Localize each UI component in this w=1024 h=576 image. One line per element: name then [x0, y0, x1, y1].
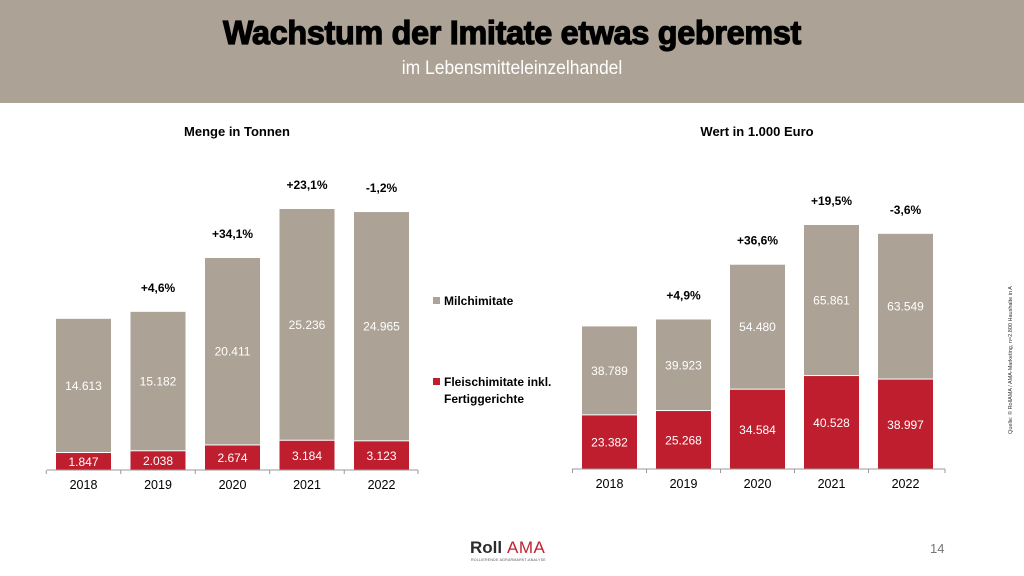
x-tick-label-2022: 2022 — [892, 477, 920, 491]
data-label-fleischimitate-2019: 25.268 — [665, 434, 702, 448]
bar-milchimitate-2018 — [56, 318, 111, 453]
data-label-milchimitate-2021: 65.861 — [813, 294, 850, 308]
logo-ama-text: AMA — [507, 538, 546, 557]
bar-fleischimitate-2020 — [730, 389, 785, 469]
data-label-fleischimitate-2021: 40.528 — [813, 416, 850, 430]
data-label-milchimitate-2019: 39.923 — [665, 358, 702, 372]
x-tick-label-2021: 2021 — [818, 477, 846, 491]
x-tick-label-2019: 2019 — [670, 477, 698, 491]
x-tick-label-2019: 2019 — [144, 478, 172, 492]
data-label-fleischimitate-2020: 34.584 — [739, 423, 776, 437]
data-label-milchimitate-2020: 20.411 — [215, 345, 251, 359]
bar-milchimitate-2020 — [730, 264, 785, 389]
growth-label-2022: -1,2% — [366, 181, 398, 195]
bar-fleischimitate-2021 — [804, 376, 859, 469]
x-tick-label-2020: 2020 — [219, 478, 247, 492]
chart-menge: Menge in Tonnen 14.613 1.847 2018 15.182 2.0… — [45, 124, 419, 492]
bar-milchimitate-2022 — [354, 212, 409, 441]
x-tick-label-2018: 2018 — [70, 478, 98, 492]
x-tick-label-2022: 2022 — [368, 478, 396, 492]
data-label-milchimitate-2020: 54.480 — [739, 320, 776, 334]
x-tick-label-2018: 2018 — [596, 477, 624, 491]
growth-label-2021: +19,5% — [811, 194, 852, 208]
data-label-milchimitate-2018: 14.613 — [65, 379, 102, 393]
growth-label-2019: +4,9% — [666, 288, 701, 302]
bar-milchimitate-2019 — [130, 311, 186, 451]
chart-wert: Wert in 1.000 Euro 38.789 23.382 2018 39.92… — [572, 124, 946, 491]
bar-fleischimitate-2021 — [279, 440, 335, 470]
data-label-milchimitate-2022: 24.965 — [363, 320, 400, 334]
bar-milchimitate-2019 — [656, 319, 711, 411]
x-tick-label-2020: 2020 — [744, 477, 772, 491]
data-label-milchimitate-2021: 25.236 — [289, 318, 326, 332]
bar-fleischimitate-2019 — [656, 411, 711, 469]
page-title: Wachstum der Imitate etwas gebremst — [222, 13, 801, 51]
page-subtitle: im Lebensmitteleinzelhandel — [401, 58, 623, 79]
bar-milchimitate-2018 — [582, 326, 637, 415]
bar-fleischimitate-2020 — [205, 445, 260, 470]
x-tick-label-2021: 2021 — [293, 478, 321, 492]
legend-label-fleisch-line2: Fertiggerichte — [444, 392, 525, 406]
legend-swatch-fleisch — [433, 378, 440, 385]
chart-title-wert: Wert in 1.000 Euro — [700, 124, 813, 139]
logo-tagline: ROLLIERENDE AGRARMARKT-ANALYSE — [471, 558, 546, 562]
rollama-logo: Roll AMA ROLLIERENDE AGRARMARKT-ANALYSE — [470, 538, 554, 564]
bar-milchimitate-2022 — [878, 233, 933, 379]
legend-label-milch: Milchimitate — [444, 294, 514, 308]
data-label-fleischimitate-2018: 23.382 — [591, 436, 628, 450]
growth-label-2021: +23,1% — [286, 178, 327, 192]
data-label-fleischimitate-2020: 2.674 — [217, 451, 247, 465]
bar-fleischimitate-2019 — [130, 451, 186, 470]
header-banner: Wachstum der Imitate etwas gebremst im L… — [0, 0, 1024, 103]
data-label-fleischimitate-2019: 2.038 — [143, 454, 173, 468]
growth-label-2022: -3,6% — [890, 203, 922, 217]
data-label-fleischimitate-2022: 3.123 — [366, 449, 396, 463]
data-label-fleischimitate-2022: 38.997 — [887, 418, 924, 432]
bar-fleischimitate-2018 — [56, 453, 111, 470]
data-label-milchimitate-2018: 38.789 — [591, 364, 628, 378]
growth-label-2020: +34,1% — [212, 227, 253, 241]
bar-milchimitate-2021 — [804, 225, 859, 376]
page-number: 14 — [930, 541, 945, 556]
data-label-milchimitate-2019: 15.182 — [140, 375, 177, 389]
bar-fleischimitate-2018 — [582, 415, 637, 469]
chart-title-menge: Menge in Tonnen — [184, 124, 290, 139]
bar-fleischimitate-2022 — [354, 441, 409, 470]
data-label-milchimitate-2022: 63.549 — [887, 300, 924, 314]
source-note: Quelle: © RollAMA / AMA-Marketing, n=2.8… — [1008, 286, 1014, 434]
legend-swatch-milch — [433, 297, 440, 304]
legend-label-fleisch-line1: Fleischimitate inkl. — [444, 375, 552, 389]
logo-roll-text: Roll — [470, 538, 503, 557]
bar-milchimitate-2020 — [205, 257, 260, 445]
bar-milchimitate-2021 — [279, 209, 335, 440]
growth-label-2019: +4,6% — [141, 281, 176, 295]
data-label-fleischimitate-2021: 3.184 — [292, 449, 322, 463]
bar-fleischimitate-2022 — [878, 379, 933, 469]
data-label-fleischimitate-2018: 1.847 — [68, 455, 98, 469]
growth-label-2020: +36,6% — [737, 234, 778, 248]
